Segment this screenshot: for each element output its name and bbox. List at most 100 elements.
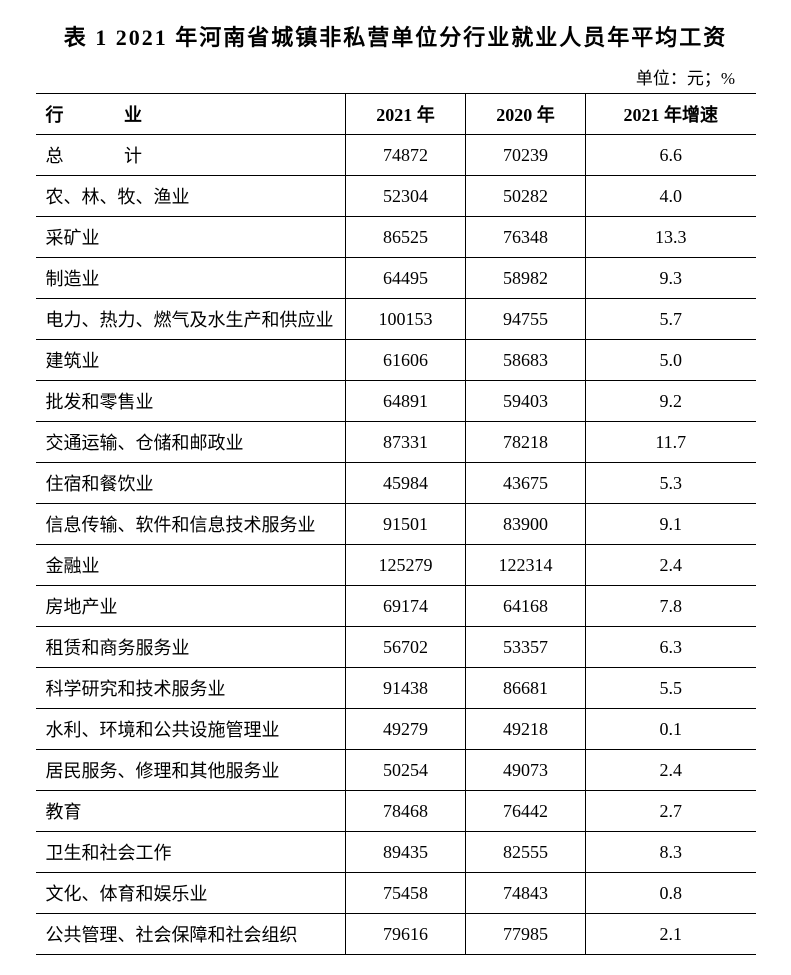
header-row: 行 业 2021 年 2020 年 2021 年增速	[36, 94, 756, 135]
cell-growth: 2.4	[586, 750, 756, 791]
cell-2020: 43675	[466, 463, 586, 504]
cell-growth: 2.1	[586, 914, 756, 955]
cell-industry: 制造业	[36, 258, 346, 299]
header-growth: 2021 年增速	[586, 94, 756, 135]
cell-2021: 74872	[346, 135, 466, 176]
cell-2020: 58683	[466, 340, 586, 381]
table-row: 采矿业865257634813.3	[36, 217, 756, 258]
cell-2021: 79616	[346, 914, 466, 955]
cell-growth: 0.8	[586, 873, 756, 914]
cell-growth: 13.3	[586, 217, 756, 258]
table-row: 科学研究和技术服务业91438866815.5	[36, 668, 756, 709]
cell-2020: 94755	[466, 299, 586, 340]
cell-2021: 64891	[346, 381, 466, 422]
cell-2020: 122314	[466, 545, 586, 586]
cell-industry: 建筑业	[36, 340, 346, 381]
cell-growth: 8.3	[586, 832, 756, 873]
cell-2021: 61606	[346, 340, 466, 381]
cell-growth: 9.2	[586, 381, 756, 422]
table-row: 居民服务、修理和其他服务业50254490732.4	[36, 750, 756, 791]
cell-2021: 87331	[346, 422, 466, 463]
cell-2021: 69174	[346, 586, 466, 627]
cell-2020: 78218	[466, 422, 586, 463]
cell-2020: 49073	[466, 750, 586, 791]
table-row: 公共管理、社会保障和社会组织79616779852.1	[36, 914, 756, 955]
cell-2021: 45984	[346, 463, 466, 504]
cell-2020: 59403	[466, 381, 586, 422]
table-row: 农、林、牧、渔业52304502824.0	[36, 176, 756, 217]
header-industry: 行 业	[36, 94, 346, 135]
cell-2021: 78468	[346, 791, 466, 832]
cell-growth: 2.7	[586, 791, 756, 832]
cell-2021: 52304	[346, 176, 466, 217]
cell-2021: 50254	[346, 750, 466, 791]
header-2021: 2021 年	[346, 94, 466, 135]
cell-2020: 76348	[466, 217, 586, 258]
table-row: 电力、热力、燃气及水生产和供应业100153947555.7	[36, 299, 756, 340]
cell-2021: 100153	[346, 299, 466, 340]
table-row: 交通运输、仓储和邮政业873317821811.7	[36, 422, 756, 463]
cell-industry: 教育	[36, 791, 346, 832]
cell-industry: 住宿和餐饮业	[36, 463, 346, 504]
cell-2020: 83900	[466, 504, 586, 545]
cell-industry: 总 计	[36, 135, 346, 176]
cell-2020: 49218	[466, 709, 586, 750]
cell-2020: 82555	[466, 832, 586, 873]
cell-2021: 125279	[346, 545, 466, 586]
cell-2021: 91501	[346, 504, 466, 545]
cell-industry: 金融业	[36, 545, 346, 586]
table-row: 卫生和社会工作89435825558.3	[36, 832, 756, 873]
table-row: 住宿和餐饮业45984436755.3	[36, 463, 756, 504]
cell-industry: 租赁和商务服务业	[36, 627, 346, 668]
cell-2020: 50282	[466, 176, 586, 217]
cell-2020: 76442	[466, 791, 586, 832]
cell-industry: 交通运输、仓储和邮政业	[36, 422, 346, 463]
table-row: 租赁和商务服务业56702533576.3	[36, 627, 756, 668]
cell-growth: 11.7	[586, 422, 756, 463]
cell-industry: 农、林、牧、渔业	[36, 176, 346, 217]
cell-2021: 89435	[346, 832, 466, 873]
cell-industry: 卫生和社会工作	[36, 832, 346, 873]
cell-growth: 5.7	[586, 299, 756, 340]
table-row: 金融业1252791223142.4	[36, 545, 756, 586]
cell-growth: 5.3	[586, 463, 756, 504]
table-body: 总 计74872702396.6农、林、牧、渔业52304502824.0采矿业…	[36, 135, 756, 955]
cell-growth: 0.1	[586, 709, 756, 750]
cell-industry: 批发和零售业	[36, 381, 346, 422]
cell-industry: 公共管理、社会保障和社会组织	[36, 914, 346, 955]
cell-2021: 75458	[346, 873, 466, 914]
table-row: 建筑业61606586835.0	[36, 340, 756, 381]
cell-growth: 9.1	[586, 504, 756, 545]
cell-industry: 采矿业	[36, 217, 346, 258]
cell-2020: 58982	[466, 258, 586, 299]
table-title: 表 1 2021 年河南省城镇非私营单位分行业就业人员年平均工资	[20, 20, 771, 52]
table-row: 批发和零售业64891594039.2	[36, 381, 756, 422]
table-row: 水利、环境和公共设施管理业49279492180.1	[36, 709, 756, 750]
cell-industry: 房地产业	[36, 586, 346, 627]
cell-2020: 74843	[466, 873, 586, 914]
cell-growth: 2.4	[586, 545, 756, 586]
cell-growth: 4.0	[586, 176, 756, 217]
cell-2020: 77985	[466, 914, 586, 955]
table-row: 总 计74872702396.6	[36, 135, 756, 176]
cell-industry: 居民服务、修理和其他服务业	[36, 750, 346, 791]
cell-growth: 5.5	[586, 668, 756, 709]
table-row: 制造业64495589829.3	[36, 258, 756, 299]
cell-2021: 56702	[346, 627, 466, 668]
table-row: 教育78468764422.7	[36, 791, 756, 832]
cell-2020: 64168	[466, 586, 586, 627]
wage-table: 行 业 2021 年 2020 年 2021 年增速 总 计7487270239…	[36, 93, 756, 955]
cell-2020: 86681	[466, 668, 586, 709]
cell-2021: 64495	[346, 258, 466, 299]
table-row: 文化、体育和娱乐业75458748430.8	[36, 873, 756, 914]
cell-industry: 科学研究和技术服务业	[36, 668, 346, 709]
cell-growth: 6.6	[586, 135, 756, 176]
cell-industry: 电力、热力、燃气及水生产和供应业	[36, 299, 346, 340]
unit-label: 单位：元；%	[20, 64, 735, 89]
cell-growth: 6.3	[586, 627, 756, 668]
cell-2020: 70239	[466, 135, 586, 176]
cell-2021: 49279	[346, 709, 466, 750]
cell-2020: 53357	[466, 627, 586, 668]
cell-industry: 信息传输、软件和信息技术服务业	[36, 504, 346, 545]
header-2020: 2020 年	[466, 94, 586, 135]
